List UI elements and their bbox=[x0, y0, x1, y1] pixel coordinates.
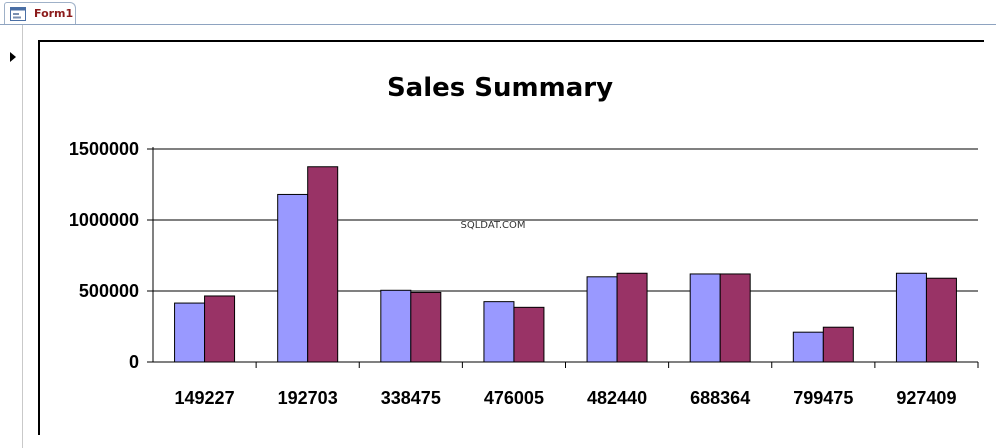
y-tick-label: 0 bbox=[129, 352, 139, 372]
bar bbox=[204, 295, 236, 363]
bar bbox=[925, 277, 957, 363]
bar bbox=[483, 301, 515, 363]
form1-tab[interactable]: Form1 bbox=[4, 2, 76, 24]
watermark: SQLDAT.COM bbox=[461, 220, 526, 231]
x-tick-labels: 149227 192703 338475 476005 482440 688364 7994… bbox=[175, 388, 957, 408]
bar bbox=[277, 193, 309, 363]
record-selector[interactable] bbox=[0, 25, 23, 448]
x-tick-label: 149227 bbox=[175, 388, 235, 408]
x-tick-label: 927409 bbox=[896, 388, 956, 408]
form-icon bbox=[10, 7, 26, 21]
x-tick-label: 482440 bbox=[587, 388, 647, 408]
form1-tab-label: Form1 bbox=[34, 7, 74, 20]
y-tick-label: 1000000 bbox=[69, 210, 139, 230]
bar bbox=[895, 272, 927, 363]
current-record-arrow-icon bbox=[10, 52, 16, 62]
bar bbox=[792, 331, 824, 363]
chart-frame: Sales Summary SQLDAT.COM 0 500000 1000000 1… bbox=[38, 40, 984, 435]
bar bbox=[822, 326, 854, 363]
bar bbox=[616, 272, 648, 363]
bar bbox=[410, 291, 442, 363]
x-tick-label: 688364 bbox=[690, 388, 750, 408]
sales-summary-chart: Sales Summary SQLDAT.COM 0 500000 1000000 1… bbox=[69, 73, 979, 408]
x-tick-label: 799475 bbox=[793, 388, 853, 408]
chart-title: Sales Summary bbox=[387, 73, 613, 103]
y-tick-labels: 0 500000 1000000 1500000 bbox=[69, 139, 139, 372]
object-tab-bar: Form1 bbox=[0, 0, 996, 25]
bar bbox=[719, 273, 751, 363]
bar bbox=[689, 273, 721, 363]
bar bbox=[380, 289, 412, 363]
x-tick-label: 476005 bbox=[484, 388, 544, 408]
bar bbox=[586, 276, 618, 363]
y-tick-label: 500000 bbox=[79, 281, 139, 301]
bar bbox=[174, 302, 206, 363]
x-tick-label: 338475 bbox=[381, 388, 441, 408]
bar-series bbox=[174, 166, 957, 363]
bar bbox=[307, 166, 339, 363]
y-tick-label: 1500000 bbox=[69, 139, 139, 159]
axes bbox=[152, 147, 979, 368]
bar bbox=[513, 306, 545, 363]
x-tick-label: 192703 bbox=[278, 388, 338, 408]
